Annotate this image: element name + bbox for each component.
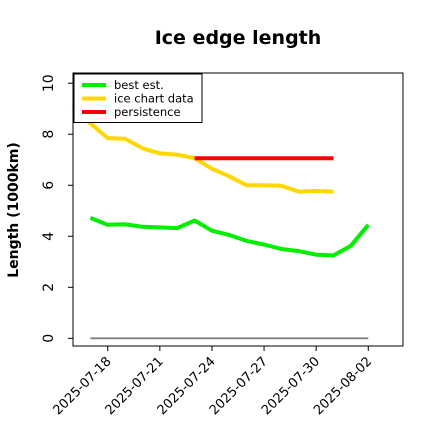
series-line-best-est <box>89 216 370 258</box>
legend-label-ice-chart-data: ice chart data <box>114 92 194 106</box>
legend-label-best-est: best est. <box>114 78 164 92</box>
plot-area <box>71 107 370 340</box>
series-line-ice-chart-data <box>71 107 334 194</box>
chart-title: Ice edge length <box>155 27 322 49</box>
legend-label-persistence: persistence <box>114 105 181 119</box>
y-tick-label: 2 <box>41 283 57 292</box>
y-tick-label: 8 <box>41 130 57 139</box>
y-tick-label: 10 <box>41 74 57 92</box>
plot-frame <box>72 72 404 347</box>
y-axis-label: Length (1000km) <box>6 142 22 278</box>
y-tick-label: 6 <box>41 181 57 190</box>
y-tick-label: 0 <box>41 334 57 343</box>
y-tick-label: 4 <box>41 232 57 241</box>
